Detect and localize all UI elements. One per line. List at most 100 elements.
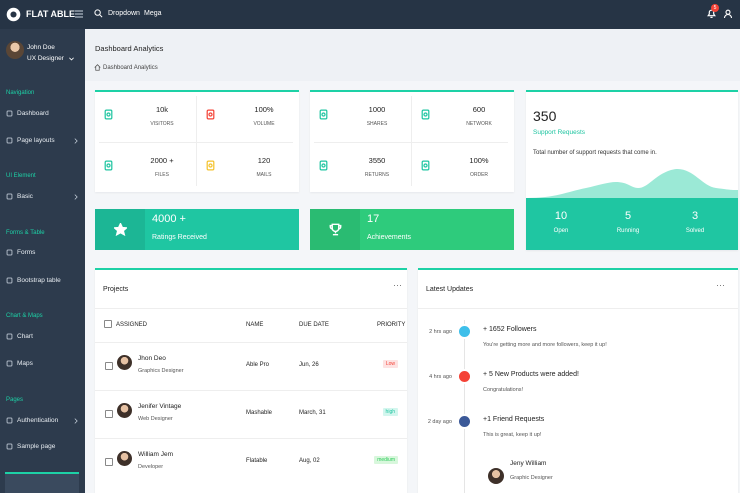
divider	[418, 308, 738, 309]
project-name: Able Pro	[246, 362, 270, 368]
nav-icon-glyph	[6, 443, 13, 450]
stat-label: ORDER	[469, 172, 489, 178]
user-name: John Doe	[27, 44, 55, 51]
stat-value: 600	[472, 105, 486, 114]
menu-toggle	[74, 9, 84, 19]
assignee-name: William Jem	[138, 451, 174, 458]
sidebar	[0, 29, 85, 493]
support-stat-label: Open	[553, 228, 569, 234]
nav-arrow-glyph	[74, 194, 78, 200]
due-date: March, 31	[299, 410, 326, 416]
user-icon	[723, 9, 733, 19]
breadcrumb: Dashboard Analytics	[103, 65, 158, 71]
nav-arrow	[73, 194, 79, 200]
update-time: 2 day ago	[427, 419, 452, 425]
stat-card: 10k VISITORS 100% VOLUME 2000 + FILES 120 MAILS	[95, 90, 299, 192]
project-name: Mashable	[246, 410, 273, 416]
highlight-card: 4000 + Ratings Received	[95, 209, 299, 250]
nav-item[interactable]: Dashboard	[17, 110, 49, 117]
checkbox[interactable]	[105, 410, 113, 418]
checkbox[interactable]	[105, 362, 113, 370]
stat-value: 120	[257, 156, 271, 165]
nav-item[interactable]: Authentication	[17, 417, 59, 424]
updates-card: Latest Updates ⋯ 2 hrs ago + 1652 Followers…	[418, 268, 738, 493]
nav-item[interactable]: Basic	[17, 193, 33, 200]
nav-icon-glyph	[6, 333, 13, 340]
divider	[99, 142, 293, 143]
update-icon	[457, 414, 472, 429]
highlight-icon	[112, 221, 129, 237]
card-menu[interactable]: ⋯	[716, 280, 725, 290]
wave-chart	[526, 168, 738, 200]
assignee-name: Jhon Deo	[138, 355, 166, 362]
logo-icon-glyph	[6, 7, 21, 22]
nav-icon	[6, 277, 13, 284]
update-text: You're getting more and more followers, …	[483, 342, 607, 348]
nav-section-label: UI Element	[6, 173, 36, 179]
avatar	[488, 468, 504, 484]
nav-link[interactable]: Dropdown	[108, 10, 140, 17]
card-menu[interactable]: ⋯	[393, 280, 402, 290]
nav-icon	[6, 249, 13, 256]
card-title: Projects	[103, 286, 129, 293]
nav-item[interactable]: Forms	[17, 249, 36, 256]
stat-value: 100%	[254, 105, 274, 114]
nav-item[interactable]: Bootstrap table	[17, 277, 61, 284]
highlight-icon-glyph	[112, 221, 129, 237]
divider	[95, 438, 407, 439]
support-footer: 10 Open 5 Running 3 Solved	[526, 198, 738, 250]
timeline-line	[464, 320, 465, 493]
menu-toggle-glyph	[75, 10, 83, 18]
checkbox[interactable]	[104, 320, 112, 328]
column-header: NAME	[246, 322, 264, 328]
sidebar-widget	[5, 472, 79, 493]
nav-item[interactable]: Sample page	[17, 443, 56, 450]
user-role[interactable]: UX Designer	[27, 55, 64, 62]
support-stat-value: 5	[624, 210, 632, 222]
due-date: Jun, 26	[299, 362, 319, 368]
nav-item[interactable]: Maps	[17, 360, 33, 367]
stat-icon-glyph	[206, 109, 215, 120]
stat-icon	[318, 109, 329, 120]
support-stat-value: 10	[554, 210, 568, 222]
column-header: DUE DATE	[299, 322, 329, 328]
support-stat-label: Running	[616, 228, 640, 234]
nav-icon-glyph	[6, 277, 13, 284]
nav-icon-glyph	[6, 360, 13, 367]
page-title: Dashboard Analytics	[95, 44, 164, 53]
nav-icon-glyph	[6, 249, 13, 256]
update-title: +1 Friend Requests	[483, 416, 545, 423]
highlight-value: 17	[367, 213, 380, 225]
stat-label: VOLUME	[253, 121, 275, 127]
nav-icon	[6, 417, 13, 424]
assignee-name: Jenifer Vintage	[138, 403, 182, 410]
search-icon-glyph	[94, 9, 103, 18]
update-icon	[457, 369, 472, 384]
nav-item[interactable]: Chart	[17, 333, 33, 340]
stat-icon-glyph	[421, 109, 430, 120]
nav-section-label: Pages	[6, 397, 24, 403]
support-stat-value: 3	[691, 210, 699, 222]
nav-arrow	[73, 418, 79, 424]
update-text: Congratulations!	[483, 387, 524, 393]
person-name: Jeny William	[510, 460, 547, 467]
stat-value: 100%	[469, 156, 489, 165]
nav-link[interactable]: Mega	[144, 10, 162, 17]
nav-arrow	[73, 138, 79, 144]
project-name: Flatable	[246, 458, 268, 464]
stat-icon-glyph	[104, 109, 113, 120]
search-icon	[94, 9, 103, 18]
stat-label: MAILS	[256, 172, 272, 178]
stat-label: NETWORK	[466, 121, 492, 127]
divider	[196, 96, 197, 186]
checkbox[interactable]	[105, 458, 113, 466]
role-chevron	[68, 55, 75, 62]
page-header	[85, 29, 740, 81]
nav-item[interactable]: Page layouts	[17, 137, 55, 144]
nav-icon-glyph	[6, 137, 13, 144]
stat-label: VISITORS	[150, 121, 174, 127]
highlight-icon-glyph	[329, 223, 342, 236]
stat-value: 3550	[368, 156, 386, 165]
logo-icon	[5, 6, 22, 23]
stat-icon-glyph	[319, 160, 328, 171]
